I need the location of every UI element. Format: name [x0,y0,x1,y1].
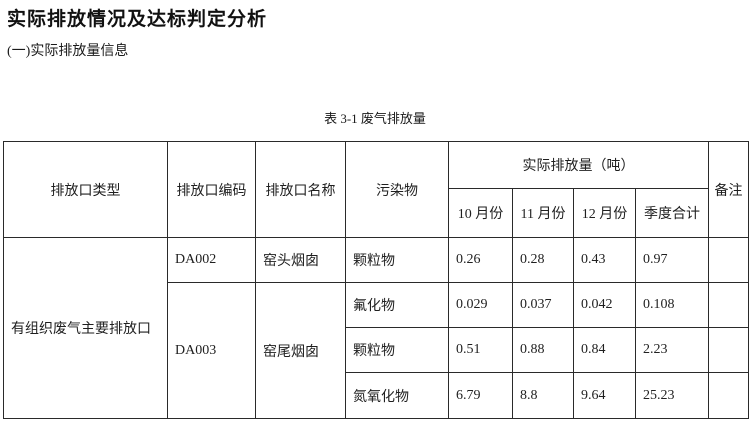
header-outlet-name: 排放口名称 [255,141,346,238]
pollutant-cell: 氟化物 [345,282,449,328]
table-row: 有组织废气主要排放口 DA002 窑头烟囱 颗粒物 0.26 0.28 0.43… [3,237,749,419]
value-cell-nov: 8.8 [512,372,574,419]
header-period-quarter-total: 季度合计 [635,188,709,238]
value-cell-quarter-total: 0.97 [635,237,709,283]
outlet-code-cell: DA002 [167,237,256,283]
header-row-periods: 10 月份 11 月份 12 月份 季度合计 [4,188,749,238]
table-row: 氮氧化物 6.79 8.8 9.64 25.23 [4,372,749,419]
header-outlet-code: 排放口编码 [167,141,256,238]
outlet-code-cell: DA003 [167,282,256,419]
remark-cell [708,237,749,283]
table-caption: 表 3-1 废气排放量 [324,111,426,126]
header-period-oct: 10 月份 [448,188,513,238]
table-row: 颗粒物 0.51 0.88 0.84 2.23 [4,327,749,373]
value-cell-quarter-total: 25.23 [635,372,709,419]
value-cell-quarter-total: 2.23 [635,327,709,373]
value-cell-quarter-total: 0.108 [635,282,709,328]
value-cell-dec: 0.84 [573,327,636,373]
page-title: 实际排放情况及达标判定分析 [7,9,268,30]
header-row-top: 排放口类型 排放口编码 排放口名称 污染物 实际排放量（吨） 备注 [3,141,749,238]
outlet-name-cell: 窑尾烟囱 [255,282,346,419]
value-cell-oct: 0.51 [448,327,513,373]
emissions-table: 排放口类型 排放口编码 排放口名称 污染物 实际排放量（吨） 备注 10 月份 … [3,141,749,419]
header-remark: 备注 [708,141,749,238]
value-cell-oct: 0.26 [448,237,513,283]
header-pollutant: 污染物 [345,141,449,238]
value-cell-oct: 6.79 [448,372,513,419]
pollutant-cell: 颗粒物 [345,327,449,373]
value-cell-nov: 0.88 [512,327,574,373]
value-cell-dec: 0.042 [573,282,636,328]
section-heading: (一)实际排放量信息 [7,44,129,59]
value-cell-oct: 0.029 [448,282,513,328]
header-outlet-type: 排放口类型 [3,141,168,238]
remark-cell [708,372,749,419]
outlet-type-cell: 有组织废气主要排放口 [3,237,168,419]
value-cell-nov: 0.28 [512,237,574,283]
value-cell-dec: 9.64 [573,372,636,419]
value-cell-dec: 0.43 [573,237,636,283]
remark-cell [708,282,749,328]
pollutant-cell: 颗粒物 [345,237,449,283]
outlet-name-cell: 窑头烟囱 [255,237,346,283]
header-period-dec: 12 月份 [573,188,636,238]
remark-cell [708,327,749,373]
table-row: DA003 窑尾烟囱 氟化物 0.029 0.037 0.042 0.108 [4,282,749,419]
header-period-nov: 11 月份 [512,188,574,238]
value-cell-nov: 0.037 [512,282,574,328]
header-actual-emission: 实际排放量（吨） [448,141,709,189]
pollutant-cell: 氮氧化物 [345,372,449,419]
